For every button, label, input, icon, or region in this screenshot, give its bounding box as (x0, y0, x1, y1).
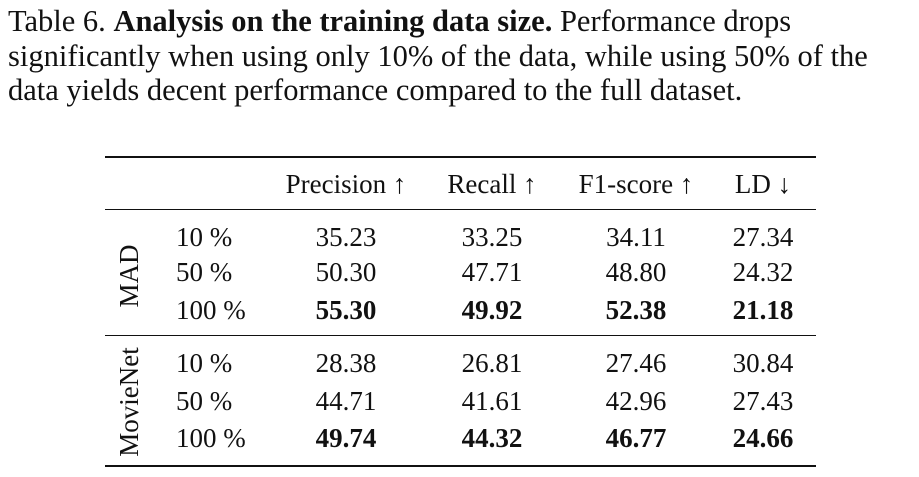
row-size: 10 % (176, 348, 233, 378)
cell-f1-score: 27.46 (605, 348, 667, 378)
row-size: 100 % (176, 423, 246, 453)
header-ld: LD ↓ (734, 169, 792, 199)
group-label-movienet: MovieNet (114, 347, 144, 457)
cell-recall: 41.61 (461, 386, 523, 416)
cell-f1-score: 34.11 (606, 222, 666, 252)
caption-label: Table 6. (8, 4, 106, 38)
header-precision: Precision ↑ (285, 169, 407, 199)
header-rule (105, 209, 816, 211)
cell-precision: 35.23 (315, 222, 377, 252)
caption-title: Analysis on the training data size. (113, 4, 553, 38)
cell-recall-best: 49.92 (461, 295, 523, 325)
cell-recall: 47.71 (461, 257, 523, 287)
cell-f1-score: 42.96 (605, 386, 667, 416)
cell-ld-best: 21.18 (732, 295, 794, 325)
cell-precision: 44.71 (315, 386, 377, 416)
top-rule (105, 156, 816, 158)
row-size: 10 % (176, 222, 233, 252)
bottom-rule (105, 465, 816, 467)
cell-ld: 30.84 (732, 348, 794, 378)
cell-ld: 27.34 (732, 222, 794, 252)
row-size: 50 % (176, 386, 233, 416)
header-recall: Recall ↑ (447, 169, 537, 199)
group-rule (105, 335, 816, 337)
cell-precision: 50.30 (315, 257, 377, 287)
cell-ld-best: 24.66 (732, 423, 794, 453)
header-f1-score: F1-score ↑ (578, 169, 694, 199)
table-caption: Table 6. Analysis on the training data s… (8, 4, 913, 108)
row-size: 100 % (176, 295, 246, 325)
cell-f1-score-best: 52.38 (605, 295, 667, 325)
caption-text: Performance drops significantly when usi… (8, 4, 868, 107)
group-label-mad: MAD (114, 244, 144, 308)
cell-ld: 27.43 (732, 386, 794, 416)
cell-precision: 28.38 (315, 348, 377, 378)
cell-recall-best: 44.32 (461, 423, 523, 453)
cell-recall: 33.25 (461, 222, 523, 252)
cell-recall: 26.81 (461, 348, 523, 378)
cell-precision-best: 49.74 (315, 423, 377, 453)
cell-precision-best: 55.30 (315, 295, 377, 325)
cell-f1-score: 48.80 (605, 257, 667, 287)
row-size: 50 % (176, 257, 233, 287)
cell-f1-score-best: 46.77 (605, 423, 667, 453)
cell-ld: 24.32 (732, 257, 794, 287)
